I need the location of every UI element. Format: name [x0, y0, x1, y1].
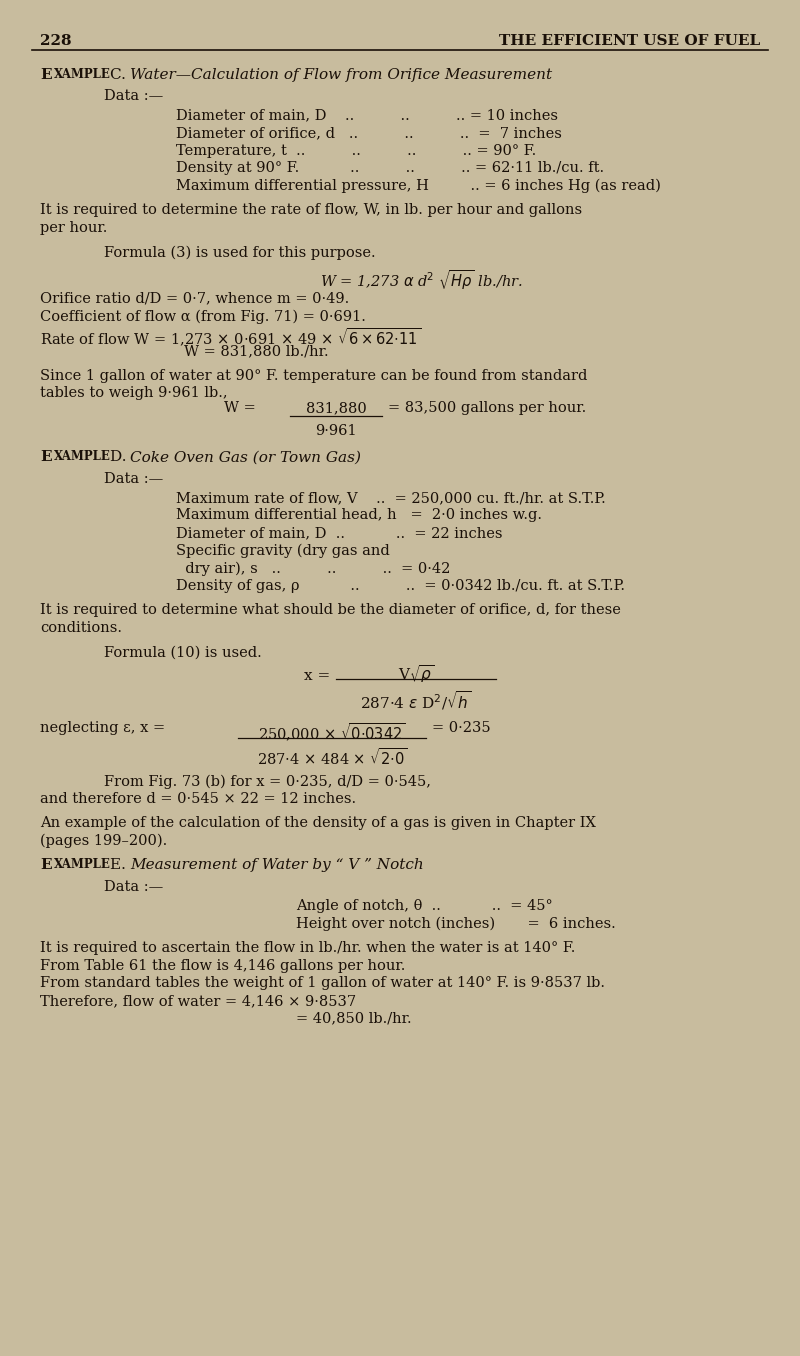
Text: W = 831,880 lb./hr.: W = 831,880 lb./hr.	[184, 344, 329, 358]
Text: and therefore d = 0·545 × 22 = 12 inches.: and therefore d = 0·545 × 22 = 12 inches…	[40, 792, 356, 805]
Text: Temperature, t  ..          ..          ..          .. = 90° F.: Temperature, t .. .. .. .. = 90° F.	[176, 144, 536, 157]
Text: Angle of notch, θ  ..           ..  = 45°: Angle of notch, θ .. .. = 45°	[296, 899, 553, 913]
Text: Maximum differential pressure, H         .. = 6 inches Hg (as read): Maximum differential pressure, H .. = 6 …	[176, 179, 661, 194]
Text: It is required to ascertain the flow in lb./hr. when the water is at 140° F.: It is required to ascertain the flow in …	[40, 941, 575, 955]
Text: 250,000 $\times$ $\sqrt{0{\cdot}0342}$: 250,000 $\times$ $\sqrt{0{\cdot}0342}$	[258, 721, 406, 743]
Text: Height over notch (inches)       =  6 inches.: Height over notch (inches) = 6 inches.	[296, 917, 616, 932]
Text: Formula (10) is used.: Formula (10) is used.	[104, 645, 262, 659]
Text: Coefficient of flow α (from Fig. 71) = 0·691.: Coefficient of flow α (from Fig. 71) = 0…	[40, 309, 366, 324]
Text: Diameter of orifice, d   ..          ..          ..  =  7 inches: Diameter of orifice, d .. .. .. = 7 inch…	[176, 126, 562, 140]
Text: 287$\cdot$4 $\times$ 484 $\times$ $\sqrt{2{\cdot}0}$: 287$\cdot$4 $\times$ 484 $\times$ $\sqrt…	[257, 747, 407, 767]
Text: = 83,500 gallons per hour.: = 83,500 gallons per hour.	[388, 401, 586, 415]
Text: (pages 199–200).: (pages 199–200).	[40, 834, 167, 849]
Text: V$\sqrt{\rho}$: V$\sqrt{\rho}$	[398, 663, 434, 685]
Text: 9·961: 9·961	[315, 424, 357, 438]
Text: It is required to determine what should be the diameter of orifice, d, for these: It is required to determine what should …	[40, 603, 621, 617]
Text: XAMPLE: XAMPLE	[54, 858, 110, 872]
Text: W = 1,273 $\alpha$ d$^2$ $\sqrt{H\rho}$ lb./hr.: W = 1,273 $\alpha$ d$^2$ $\sqrt{H\rho}$ …	[320, 268, 523, 293]
Text: Data :—: Data :—	[104, 89, 163, 103]
Text: C.: C.	[110, 68, 138, 81]
Text: = 0·235: = 0·235	[432, 721, 490, 735]
Text: 228: 228	[40, 34, 72, 47]
Text: W =: W =	[224, 401, 260, 415]
Text: Data :—: Data :—	[104, 880, 163, 894]
Text: D.: D.	[110, 450, 139, 464]
Text: Data :—: Data :—	[104, 472, 163, 485]
Text: Diameter of main, D    ..          ..          .. = 10 inches: Diameter of main, D .. .. .. = 10 inches	[176, 108, 558, 122]
Text: 831,880: 831,880	[306, 401, 366, 415]
Text: conditions.: conditions.	[40, 621, 122, 635]
Text: Since 1 gallon of water at 90° F. temperature can be found from standard: Since 1 gallon of water at 90° F. temper…	[40, 369, 587, 382]
Text: Orifice ratio d/D = 0·7, whence m = 0·49.: Orifice ratio d/D = 0·7, whence m = 0·49…	[40, 292, 350, 305]
Text: Diameter of main, D  ..           ..  = 22 inches: Diameter of main, D .. .. = 22 inches	[176, 526, 502, 540]
Text: 287$\cdot$4 $\epsilon$ D$^2$/$\sqrt{h}$: 287$\cdot$4 $\epsilon$ D$^2$/$\sqrt{h}$	[360, 689, 472, 712]
Text: E.: E.	[110, 858, 138, 872]
Text: From standard tables the weight of 1 gallon of water at 140° F. is 9·8537 lb.: From standard tables the weight of 1 gal…	[40, 976, 605, 990]
Text: Formula (3) is used for this purpose.: Formula (3) is used for this purpose.	[104, 245, 376, 260]
Text: = 40,850 lb./hr.: = 40,850 lb./hr.	[296, 1012, 412, 1025]
Text: Therefore, flow of water = 4,146 × 9·8537: Therefore, flow of water = 4,146 × 9·853…	[40, 994, 356, 1008]
Text: It is required to determine the rate of flow, W, in lb. per hour and gallons: It is required to determine the rate of …	[40, 203, 582, 217]
Text: per hour.: per hour.	[40, 221, 107, 235]
Text: Maximum differential head, h   =  2·0 inches w.g.: Maximum differential head, h = 2·0 inche…	[176, 508, 542, 522]
Text: XAMPLE: XAMPLE	[54, 68, 110, 81]
Text: Density of gas, ρ           ..          ..  = 0·0342 lb./cu. ft. at S.T.P.: Density of gas, ρ .. .. = 0·0342 lb./cu.…	[176, 579, 625, 593]
Text: E: E	[40, 858, 52, 872]
Text: Water—Calculation of Flow from Orifice Measurement: Water—Calculation of Flow from Orifice M…	[130, 68, 553, 81]
Text: From Table 61 the flow is 4,146 gallons per hour.: From Table 61 the flow is 4,146 gallons …	[40, 959, 406, 972]
Text: Rate of flow W = 1,273 $\times$ 0$\cdot$691 $\times$ 49 $\times$ $\sqrt{6 \times: Rate of flow W = 1,273 $\times$ 0$\cdot$…	[40, 327, 421, 348]
Text: Maximum rate of flow, V    ..  = 250,000 cu. ft./hr. at S.T.P.: Maximum rate of flow, V .. = 250,000 cu.…	[176, 491, 606, 504]
Text: tables to weigh 9·961 lb.,: tables to weigh 9·961 lb.,	[40, 386, 228, 400]
Text: XAMPLE: XAMPLE	[54, 450, 110, 464]
Text: Density at 90° F.           ..          ..          .. = 62·11 lb./cu. ft.: Density at 90° F. .. .. .. = 62·11 lb./c…	[176, 161, 604, 175]
Text: neglecting ε, x =: neglecting ε, x =	[40, 721, 170, 735]
Text: Specific gravity (dry gas and: Specific gravity (dry gas and	[176, 544, 390, 559]
Text: Measurement of Water by “ V ” Notch: Measurement of Water by “ V ” Notch	[130, 858, 424, 872]
Text: From Fig. 73 (b) for x = 0·235, d/D = 0·545,: From Fig. 73 (b) for x = 0·235, d/D = 0·…	[104, 774, 431, 789]
Text: dry air), s   ..          ..          ..  = 0·42: dry air), s .. .. .. = 0·42	[176, 561, 450, 576]
Text: x =: x =	[304, 669, 335, 682]
Text: THE EFFICIENT USE OF FUEL: THE EFFICIENT USE OF FUEL	[498, 34, 760, 47]
Text: An example of the calculation of the density of a gas is given in Chapter IX: An example of the calculation of the den…	[40, 816, 596, 830]
Text: E: E	[40, 68, 52, 81]
Text: Coke Oven Gas (or Town Gas): Coke Oven Gas (or Town Gas)	[130, 450, 362, 464]
Text: E: E	[40, 450, 52, 464]
